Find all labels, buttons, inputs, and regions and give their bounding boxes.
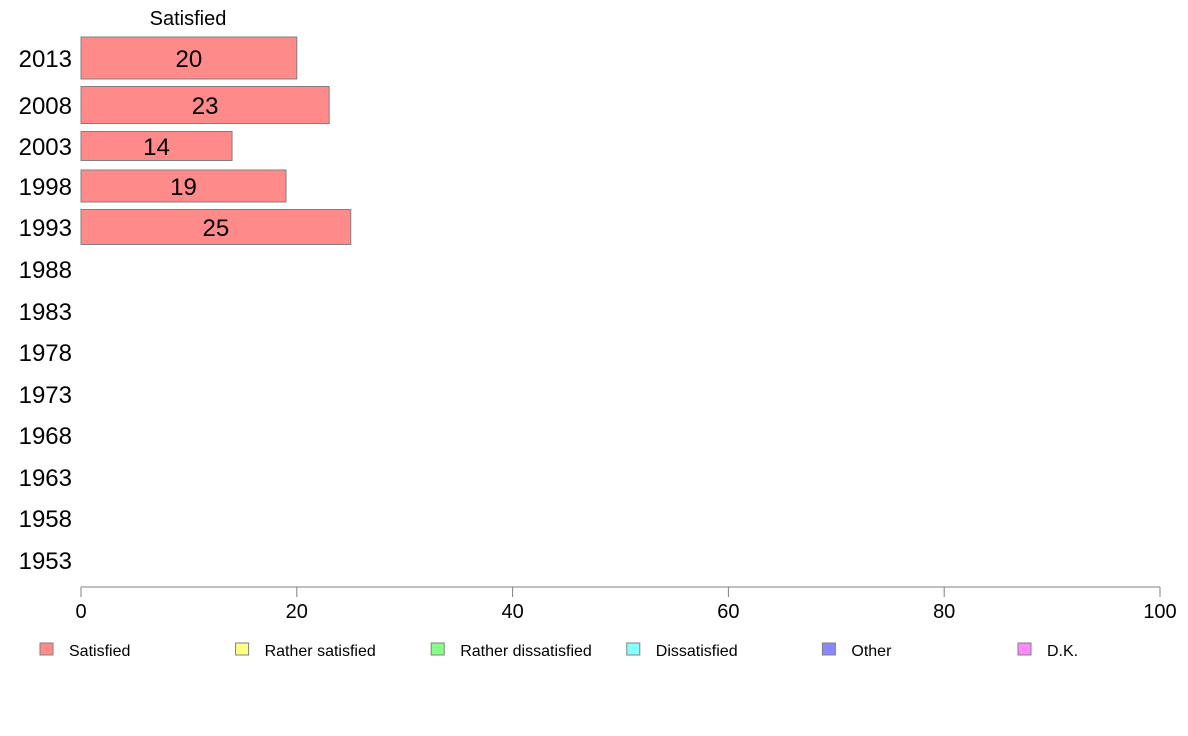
year-label-1958: 1958 (19, 506, 72, 533)
legend-swatch-rather-satisfied (235, 642, 250, 656)
year-label-1973: 1973 (19, 382, 72, 409)
year-label-1998: 1998 (19, 174, 72, 201)
legend-label-rather-dissatisfied: Rather dissatisfied (460, 643, 592, 660)
legend-swatch-d-k- (1017, 642, 1032, 656)
legend-label-satisfied: Satisfied (69, 643, 130, 660)
year-label-2008: 2008 (19, 93, 72, 120)
year-label-1993: 1993 (19, 215, 72, 242)
year-labels: 2013 2008 2003 1998 1993 1988 1983 1978 1973 1968… (19, 46, 72, 575)
bar-label-2003: 14 (143, 134, 170, 161)
x-tick-label-60: 60 (717, 601, 739, 623)
bar-1998-satisfied (80, 169, 287, 203)
x-tick-label-0: 0 (75, 601, 86, 623)
year-label-2003: 2003 (19, 134, 72, 161)
x-tick-label-20: 20 (286, 601, 308, 623)
legend-label-rather-satisfied: Rather satisfied (265, 643, 376, 660)
year-label-2013: 2013 (19, 46, 72, 73)
x-axis: 0 20 40 60 80 100 (75, 586, 1177, 623)
year-label-1988: 1988 (19, 257, 72, 284)
series-header: Satisfied (150, 8, 227, 30)
legend: Satisfied Rather satisfied Rather dissatis… (39, 642, 1078, 660)
legend-swatch-rather-dissatisfied (430, 642, 445, 656)
bar-label-2013: 20 (176, 46, 203, 73)
legend-swatch-satisfied (39, 642, 54, 656)
legend-label-d-k-: D.K. (1047, 643, 1078, 660)
legend-label-dissatisfied: Dissatisfied (656, 643, 738, 660)
bar-2003-satisfied (80, 131, 233, 161)
year-label-1978: 1978 (19, 340, 72, 367)
bar-2013-satisfied (80, 36, 298, 80)
bar-label-2008: 23 (192, 93, 219, 120)
year-label-1983: 1983 (19, 299, 72, 326)
year-label-1968: 1968 (19, 423, 72, 450)
x-tick-label-80: 80 (933, 601, 955, 623)
legend-swatch-dissatisfied (626, 642, 641, 656)
x-tick-label-40: 40 (501, 601, 523, 623)
legend-label-other: Other (851, 643, 892, 660)
year-label-1963: 1963 (19, 465, 72, 492)
bar-2008-satisfied (80, 86, 330, 124)
legend-swatch-other (821, 642, 836, 656)
year-label-1953: 1953 (19, 548, 72, 575)
bar-label-1998: 19 (170, 174, 197, 201)
bar-1993-satisfied (80, 209, 352, 245)
x-tick-label-100: 100 (1143, 601, 1176, 623)
bar-label-1993: 25 (203, 215, 230, 242)
